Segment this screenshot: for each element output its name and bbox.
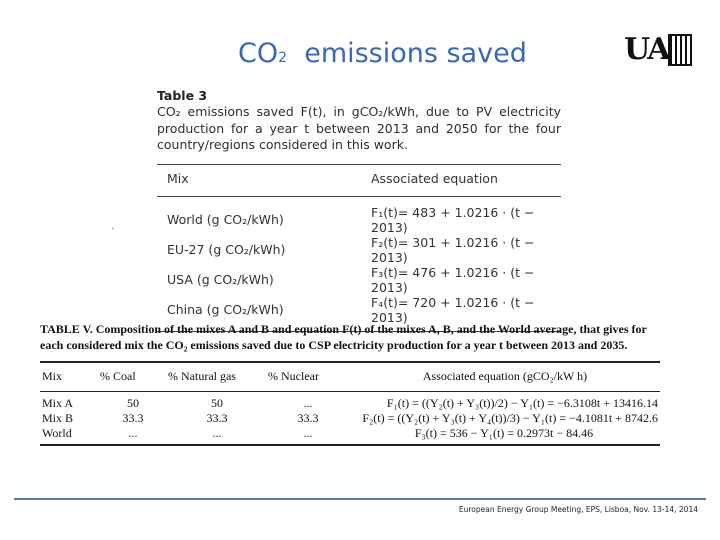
table-5-gas-cell: 33.3 [206,411,228,425]
table-3-equation-cell: F₂(t)= 301 + 1.0216 · (t − 2013) [371,234,535,265]
slide-title-subscript: 2 [278,50,288,66]
table-row: EU-27 (g CO₂/kWh) F₂(t)= 301 + 1.0216 · … [157,235,561,265]
table-5: Mix % Coal % Natural gas % Nuclear Assoc… [40,363,660,444]
slide-title-text: emissions saved [304,38,527,69]
table-row: China (g CO₂/kWh) F₄(t)= 720 + 1.0216 · … [157,295,561,331]
table-5-header-coal: % Coal [98,363,166,392]
table-5-equation-cell: F₂(t) = ((Y₂(t) + Y₃(t) + Y₄(t))/3) − Y₁… [362,411,658,425]
slide-title-co: CO [238,38,279,69]
table-row: USA (g CO₂/kWh) F₃(t)= 476 + 1.0216 · (t… [157,265,561,295]
table-3-top-rule [157,163,561,165]
table-5-header-natural-gas: % Natural gas [166,363,266,392]
table-5-nuclear-cell: 33.3 [297,411,319,425]
table-3-mix-cell: EU-27 (g CO₂/kWh) [167,242,286,257]
table-5-equation-cell: F₃(t) = 536 − Y₁(t) = 0.2973t − 84.46 [414,426,594,440]
table-3-equation-cell: F₄(t)= 720 + 1.0216 · (t − 2013) [371,294,535,325]
table-3-mix-cell: USA (g CO₂/kWh) [167,272,274,287]
footer-divider [14,498,706,500]
logo-lettering: UA [624,32,670,67]
table-5-gas-cell: ... [212,426,222,440]
table-3-caption: CO₂ emissions saved F(t), in gCO₂/kWh, d… [157,104,561,152]
table-5-equation-cell: F₁(t) = ((Y₂(t) + Y₃(t))/2) − Y₁(t) = −6… [386,396,658,410]
table-3-bottom-rule [157,330,561,332]
table-3-equation-cell: F₁(t)= 483 + 1.0216 · (t − 2013) [371,204,535,235]
table-5-header-equation: Associated equation (gCO₂/kW h) [348,363,660,392]
table-5-mix-cell: Mix A [42,396,74,410]
table-5-nuclear-cell: ... [303,396,313,410]
table-5-top-rule [40,361,660,363]
stray-mark [112,228,114,229]
table-row: Mix B 33.3 33.3 33.3 F₂(t) = ((Y₂(t) + Y… [40,411,660,426]
table-5-caption: TABLE V. Composition of the mixes A and … [40,322,647,352]
table-5-header-nuclear: % Nuclear [266,363,348,392]
table-5-mix-cell: World [42,426,72,440]
table-3-mix-cell: World (g CO₂/kWh) [167,212,284,227]
university-logo: UA [624,32,692,70]
table-3-title: Table 3 [157,88,208,103]
table-3-mix-cell: China (g CO₂/kWh) [167,302,284,317]
table-3: Mix Associated equation World (g CO₂/kWh… [157,164,561,331]
table-5-figure: TABLE V. Composition of the mixes A and … [40,321,660,446]
table-3-equation-cell: F₃(t)= 476 + 1.0216 · (t − 2013) [371,264,535,295]
table-5-coal-cell: 50 [127,396,139,410]
table-5-mix-cell: Mix B [42,411,74,425]
table-5-header-row: Mix % Coal % Natural gas % Nuclear Assoc… [40,363,660,392]
table-3-header-equation: Associated equation [371,164,561,197]
slide-title: CO2 emissions saved [238,38,527,69]
table-5-nuclear-cell: ... [303,426,313,440]
table-5-header-mix: Mix [40,363,98,392]
table-row: Mix A 50 50 ... F₁(t) = ((Y₂(t) + Y₃(t))… [40,392,660,412]
table-5-coal-cell: 33.3 [122,411,144,425]
table-row: World (g CO₂/kWh) F₁(t)= 483 + 1.0216 · … [157,196,561,235]
table-row: World ... ... ... F₃(t) = 536 − Y₁(t) = … [40,426,660,444]
table-3-header-row: Mix Associated equation [157,164,561,197]
footer-text: European Energy Group Meeting, EPS, Lisb… [458,505,698,514]
table-5-coal-cell: ... [128,426,138,440]
table-5-gas-cell: 50 [211,396,223,410]
table-3-header-mix: Mix [157,164,371,197]
table-5-bottom-rule [40,444,660,446]
table-3-figure: Table 3 CO₂ emissions saved F(t), in gCO… [157,88,561,332]
logo-mark-icon [668,34,692,66]
